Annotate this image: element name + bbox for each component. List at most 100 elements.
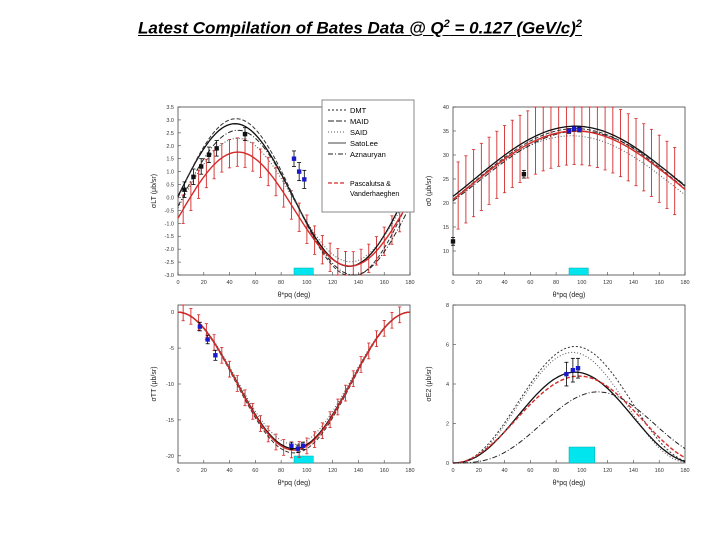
x-tick-label: 40 <box>226 280 232 286</box>
data-point <box>300 443 306 448</box>
y-tick-label: -10 <box>166 382 174 388</box>
data-point <box>564 371 569 377</box>
x-tick-label: 160 <box>655 280 664 286</box>
kinematic-highlight <box>293 455 314 464</box>
data-point <box>205 337 210 342</box>
x-tick-label: 20 <box>201 468 207 474</box>
x-tick-label: 140 <box>629 280 638 286</box>
data-point <box>197 324 203 329</box>
theory-curve-1 <box>452 128 686 200</box>
theory-curve-1 <box>177 118 411 276</box>
x-tick-label: 0 <box>176 280 179 286</box>
y-axis-label: σTT (μb/sr) <box>151 366 158 401</box>
theory-curve-4 <box>177 151 411 267</box>
x-tick-label: 140 <box>354 280 363 286</box>
theory-curve-3 <box>177 129 411 276</box>
y-axis-label: σLT (μb/sr) <box>151 174 158 208</box>
data-point <box>450 239 456 244</box>
y-tick-label: 0.5 <box>166 183 174 189</box>
data-point <box>302 177 307 182</box>
theory-curve-0 <box>452 346 686 464</box>
data-point <box>566 128 572 134</box>
x-tick-label: 40 <box>226 468 232 474</box>
x-tick-label: 80 <box>553 280 559 286</box>
x-tick-label: 120 <box>603 468 612 474</box>
data-point <box>577 127 582 132</box>
x-tick-label: 160 <box>380 280 389 286</box>
x-tick-label: 40 <box>501 280 507 286</box>
y-tick-label: 30 <box>443 153 449 159</box>
data-point <box>296 169 302 174</box>
legend-label-pv-2: Vanderhaeghen <box>350 191 399 198</box>
x-tick-label: 20 <box>476 280 482 286</box>
x-tick-label: 80 <box>278 280 284 286</box>
title-mid: = 0.127 (GeV/c) <box>449 18 576 38</box>
x-tick-label: 80 <box>553 468 559 474</box>
data-point <box>214 146 219 151</box>
y-tick-label: 10 <box>443 249 449 255</box>
theory-curve-2 <box>177 137 411 263</box>
kinematic-highlight <box>293 267 314 276</box>
panel-sigma0: 0 20 40 60 80 100 120 140 160 180 10 15 20 25 30 35 40 θ*… <box>426 105 690 299</box>
y-tick-label: 0 <box>446 461 449 467</box>
y-tick-label: 15 <box>443 225 449 231</box>
data-point <box>242 131 248 137</box>
y-tick-label: -2.5 <box>165 260 174 266</box>
x-tick-label: 60 <box>252 468 258 474</box>
y-tick-label: -3.0 <box>165 273 174 279</box>
legend-label-2: SAID <box>350 128 368 137</box>
theory-curve-1 <box>453 351 686 464</box>
title-prefix: Latest Compilation of Bates Data @ Q <box>137 18 444 38</box>
legend-label-3: SatoLee <box>350 139 378 148</box>
x-tick-label: 60 <box>527 468 533 474</box>
x-tick-label: 160 <box>380 468 389 474</box>
y-tick-label: 0 <box>171 310 174 316</box>
data-point <box>289 443 294 448</box>
x-tick-label: 180 <box>405 280 414 286</box>
x-tick-label: 180 <box>680 280 689 286</box>
panel-sigmaTT: 0 20 40 60 80 100 120 140 160 180 -20 -15 -10 -5 0 θ*pq… <box>151 304 415 487</box>
data-point <box>575 366 581 371</box>
x-axis-label: θ*pq (deg) <box>553 480 586 487</box>
data-point <box>521 172 527 177</box>
x-tick-label: 120 <box>328 280 337 286</box>
y-tick-label: -1.0 <box>165 221 174 227</box>
x-tick-label: 60 <box>527 280 533 286</box>
legend-label-4: Aznauryan <box>350 150 386 159</box>
data-point <box>295 446 301 451</box>
data-point <box>182 187 187 192</box>
plot-frame <box>452 304 686 464</box>
legend-label-1: MAID <box>350 117 369 126</box>
y-tick-label: -2.0 <box>165 247 174 253</box>
y-tick-label: 40 <box>443 105 449 111</box>
x-tick-label: 20 <box>201 280 207 286</box>
x-axis-label: θ*pq (deg) <box>278 292 311 299</box>
data-point <box>191 174 196 179</box>
legend: DMT MAID SAID SatoLee Aznauryan Pascalutsa &… <box>321 99 415 213</box>
y-tick-label: 8 <box>446 303 449 309</box>
x-tick-label: 0 <box>176 468 179 474</box>
x-tick-label: 120 <box>328 468 337 474</box>
x-tick-label: 160 <box>655 468 664 474</box>
y-tick-label: 3.5 <box>166 105 174 111</box>
data-point <box>199 164 204 169</box>
x-tick-label: 180 <box>405 468 414 474</box>
data-point <box>213 353 218 358</box>
y-tick-label: -20 <box>166 454 174 460</box>
title-unit-exponent: 2 <box>575 18 583 30</box>
y-tick-label: 6 <box>446 343 449 349</box>
data-point <box>570 367 576 373</box>
theory-curve-4 <box>453 391 686 464</box>
x-tick-label: 140 <box>354 468 363 474</box>
y-tick-label: 1.5 <box>166 157 174 163</box>
theory-curve-3 <box>177 311 411 451</box>
y-tick-label: -5 <box>169 346 174 352</box>
y-tick-label: 20 <box>443 201 449 207</box>
y-tick-label: -1.5 <box>165 234 174 240</box>
data-point <box>571 126 577 131</box>
panel-sigmaE2: 0 20 40 60 80 100 120 140 160 180 0 2 4 6 8 θ*pq (deg) σ… <box>426 303 690 487</box>
x-tick-label: 60 <box>252 280 258 286</box>
y-tick-label: 0.0 <box>166 195 174 201</box>
y-tick-label: 4 <box>446 382 449 388</box>
theory-curve-0 <box>452 125 686 197</box>
